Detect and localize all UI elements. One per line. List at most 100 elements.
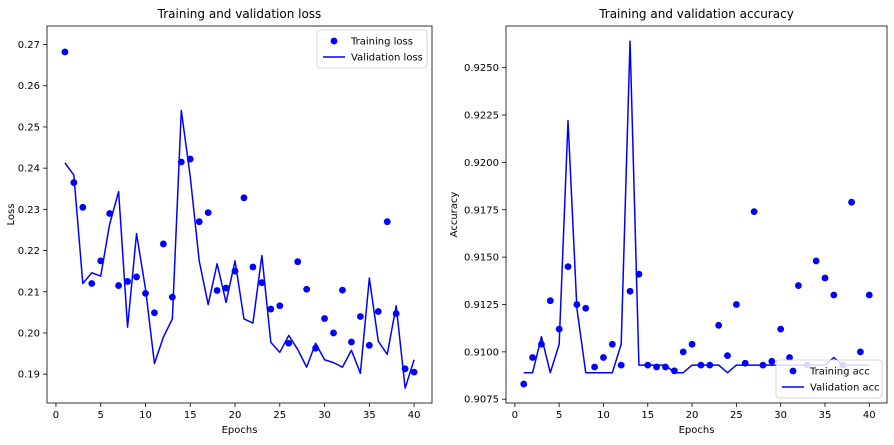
legend-box: [775, 359, 883, 399]
data-point: [267, 305, 275, 313]
data-point: [546, 297, 554, 305]
x-tick-label: 5: [556, 410, 562, 421]
data-point: [168, 293, 176, 301]
data-point: [865, 291, 873, 299]
data-point: [285, 339, 293, 347]
data-point: [159, 240, 167, 248]
data-point: [830, 291, 838, 299]
data-point: [249, 263, 257, 271]
y-tick-label: 0.9125: [464, 300, 499, 311]
x-tick-label: 30: [318, 410, 331, 421]
legend-label: Validation loss: [351, 53, 423, 64]
data-point: [383, 218, 391, 226]
data-point: [258, 279, 266, 287]
x-tick-label: 40: [863, 410, 876, 421]
y-tick-label: 0.26: [18, 81, 40, 92]
y-tick-label: 0.23: [18, 205, 40, 216]
y-tick-label: 0.20: [18, 328, 40, 339]
x-tick-label: 10: [597, 410, 610, 421]
x-tick-label: 10: [139, 410, 152, 421]
axes-frame: [46, 25, 433, 404]
y-axis-label: Loss: [6, 204, 17, 226]
data-point: [608, 340, 616, 348]
x-tick-label: 25: [730, 410, 743, 421]
y-axis-label: Accuracy: [449, 192, 460, 238]
y-tick-label: 0.21: [18, 287, 40, 298]
legend: Training loss Validation loss: [316, 29, 428, 69]
y-tick-label: 0.9225: [464, 111, 499, 122]
y-tick-label: 0.9200: [464, 158, 499, 169]
data-point: [303, 285, 311, 293]
x-tick-label: 20: [229, 410, 242, 421]
data-point: [294, 258, 302, 266]
x-tick-label: 40: [408, 410, 421, 421]
data-point: [848, 198, 855, 206]
data-point: [79, 203, 87, 211]
data-point: [857, 348, 864, 356]
data-point: [356, 313, 364, 320]
legend-marker: [789, 367, 797, 375]
legend-marker: [330, 37, 338, 45]
y-tick-label: 0.27: [18, 40, 40, 51]
data-point: [591, 363, 599, 371]
x-tick-label: 5: [98, 410, 104, 421]
x-tick-label: 0: [512, 410, 518, 421]
chart-title: Training and validation accuracy: [598, 7, 794, 21]
data-point: [582, 304, 590, 312]
data-point: [61, 48, 69, 56]
x-tick-label: 15: [641, 410, 654, 421]
data-point: [564, 263, 572, 270]
x-axis-label: Epochs: [222, 425, 258, 436]
legend-label: Training acc: [809, 367, 870, 378]
legend-label: Training loss: [350, 37, 413, 48]
data-point: [786, 354, 793, 361]
data-point: [768, 357, 776, 365]
data-point: [777, 325, 785, 333]
data-point: [276, 302, 284, 310]
x-tick-label: 0: [53, 410, 59, 421]
y-tick-label: 0.22: [18, 246, 40, 257]
data-point: [715, 321, 723, 329]
y-tick-label: 0.9075: [464, 395, 499, 406]
data-point: [88, 280, 96, 287]
data-point: [812, 257, 820, 265]
data-point: [374, 308, 382, 315]
data-point: [794, 282, 802, 289]
data-point: [688, 340, 696, 348]
data-point: [330, 329, 337, 337]
series-line-1: [64, 109, 415, 389]
data-point: [679, 348, 687, 356]
data-point: [365, 341, 373, 349]
chart-title: Training and validation loss: [157, 7, 322, 21]
data-point: [732, 301, 740, 308]
data-point: [339, 286, 346, 294]
y-tick-label: 0.9100: [464, 347, 499, 358]
data-point: [750, 208, 758, 216]
data-point: [222, 284, 230, 292]
legend-box: [316, 29, 428, 69]
data-point: [821, 274, 829, 282]
data-point: [151, 309, 158, 317]
y-tick-label: 0.24: [18, 164, 40, 175]
data-point: [529, 354, 536, 361]
data-point: [626, 287, 634, 295]
data-point: [348, 338, 355, 346]
data-point: [410, 368, 418, 376]
data-point: [115, 282, 123, 289]
y-tick-label: 0.9250: [464, 63, 499, 74]
data-point: [124, 278, 131, 285]
data-point: [240, 194, 248, 202]
x-axis-label: Epochs: [679, 425, 715, 436]
data-point: [724, 352, 731, 360]
data-point: [133, 273, 140, 281]
x-tick-label: 35: [819, 410, 832, 421]
x-tick-label: 15: [184, 410, 197, 421]
data-point: [600, 354, 607, 361]
y-tick-label: 0.19: [18, 370, 40, 381]
x-tick-label: 20: [686, 410, 699, 421]
legend-label: Validation acc: [810, 383, 880, 394]
y-tick-label: 0.9150: [464, 253, 499, 264]
y-tick-label: 0.25: [18, 122, 40, 133]
